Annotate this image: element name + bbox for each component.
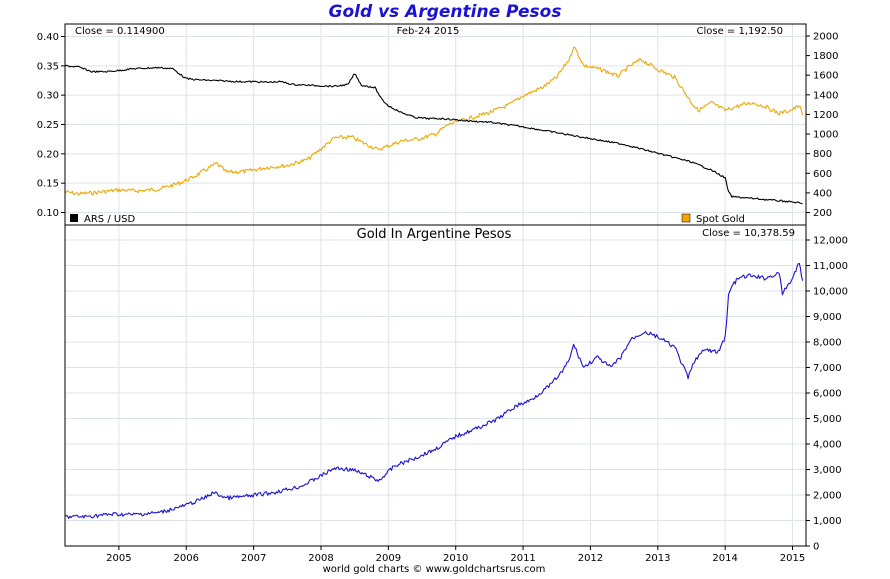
x-tick-label: 2009 bbox=[376, 553, 401, 564]
top-right-tick-label: 1800 bbox=[813, 51, 838, 62]
bottom-right-tick-label: 0 bbox=[813, 542, 819, 553]
footer-credit: world gold charts © www.goldchartsrus.co… bbox=[323, 564, 546, 575]
x-tick-label: 2008 bbox=[308, 553, 333, 564]
x-tick-label: 2014 bbox=[712, 553, 737, 564]
bottom-right-tick-label: 8,000 bbox=[813, 338, 842, 349]
chart-title: Gold vs Argentine Pesos bbox=[328, 2, 562, 22]
x-tick-label: 2005 bbox=[106, 553, 131, 564]
frame-layer bbox=[61, 23, 810, 550]
top-right-tick-label: 1200 bbox=[813, 110, 838, 121]
series-line-gold-in-pesos bbox=[64, 262, 804, 519]
bottom-plot-frame bbox=[64, 224, 807, 547]
legend-gold-swatch bbox=[681, 213, 691, 223]
text-layer: Close = 0.114900 Feb-24 2015 Close = 1,1… bbox=[37, 26, 848, 575]
bottom-right-tick-label: 6,000 bbox=[813, 389, 842, 400]
x-tick-label: 2012 bbox=[578, 553, 603, 564]
top-left-tick-label: 0.40 bbox=[37, 32, 59, 43]
top-right-tick-label: 2000 bbox=[813, 32, 838, 43]
top-right-tick-label: 1600 bbox=[813, 71, 838, 82]
bottom-right-tick-label: 12,000 bbox=[813, 236, 848, 247]
x-tick-label: 2015 bbox=[780, 553, 805, 564]
top-left-tick-label: 0.15 bbox=[37, 179, 59, 190]
x-tick-label: 2006 bbox=[174, 553, 199, 564]
top-left-tick-label: 0.25 bbox=[37, 120, 59, 131]
grid-layer bbox=[65, 24, 806, 547]
series-layer bbox=[64, 46, 804, 519]
legend-ars-label: ARS / USD bbox=[84, 214, 136, 225]
bottom-info-right: Close = 10,378.59 bbox=[702, 228, 795, 239]
bottom-right-tick-label: 10,000 bbox=[813, 287, 848, 298]
top-info-left: Close = 0.114900 bbox=[75, 26, 165, 37]
bottom-right-tick-label: 9,000 bbox=[813, 312, 842, 323]
bottom-right-tick-label: 2,000 bbox=[813, 491, 842, 502]
top-left-tick-label: 0.10 bbox=[37, 208, 59, 219]
x-tick-label: 2007 bbox=[241, 553, 266, 564]
top-info-right: Close = 1,192.50 bbox=[696, 26, 783, 37]
bottom-right-tick-label: 7,000 bbox=[813, 363, 842, 374]
top-left-tick-label: 0.35 bbox=[37, 61, 59, 72]
x-tick-label: 2013 bbox=[645, 553, 670, 564]
top-right-tick-label: 600 bbox=[813, 169, 832, 180]
bottom-right-tick-label: 5,000 bbox=[813, 414, 842, 425]
legend-gold-label: Spot Gold bbox=[696, 214, 745, 225]
top-right-tick-label: 800 bbox=[813, 149, 832, 160]
top-right-tick-label: 400 bbox=[813, 188, 832, 199]
bottom-right-tick-label: 1,000 bbox=[813, 516, 842, 527]
top-right-tick-label: 1000 bbox=[813, 130, 838, 141]
series-line-spot-gold bbox=[64, 46, 804, 196]
x-tick-label: 2010 bbox=[443, 553, 468, 564]
bottom-right-tick-label: 11,000 bbox=[813, 261, 848, 272]
bottom-right-tick-label: 4,000 bbox=[813, 440, 842, 451]
top-left-tick-label: 0.30 bbox=[37, 91, 59, 102]
bottom-chart-title: Gold In Argentine Pesos bbox=[357, 227, 512, 242]
legend-ars-swatch bbox=[70, 214, 78, 222]
x-tick-label: 2011 bbox=[510, 553, 535, 564]
series-line-ars-usd bbox=[64, 64, 803, 205]
top-left-tick-label: 0.20 bbox=[37, 149, 59, 160]
top-right-tick-label: 1400 bbox=[813, 90, 838, 101]
bottom-right-tick-label: 3,000 bbox=[813, 465, 842, 476]
top-info-center: Feb-24 2015 bbox=[397, 26, 460, 37]
top-right-tick-label: 200 bbox=[813, 208, 832, 219]
